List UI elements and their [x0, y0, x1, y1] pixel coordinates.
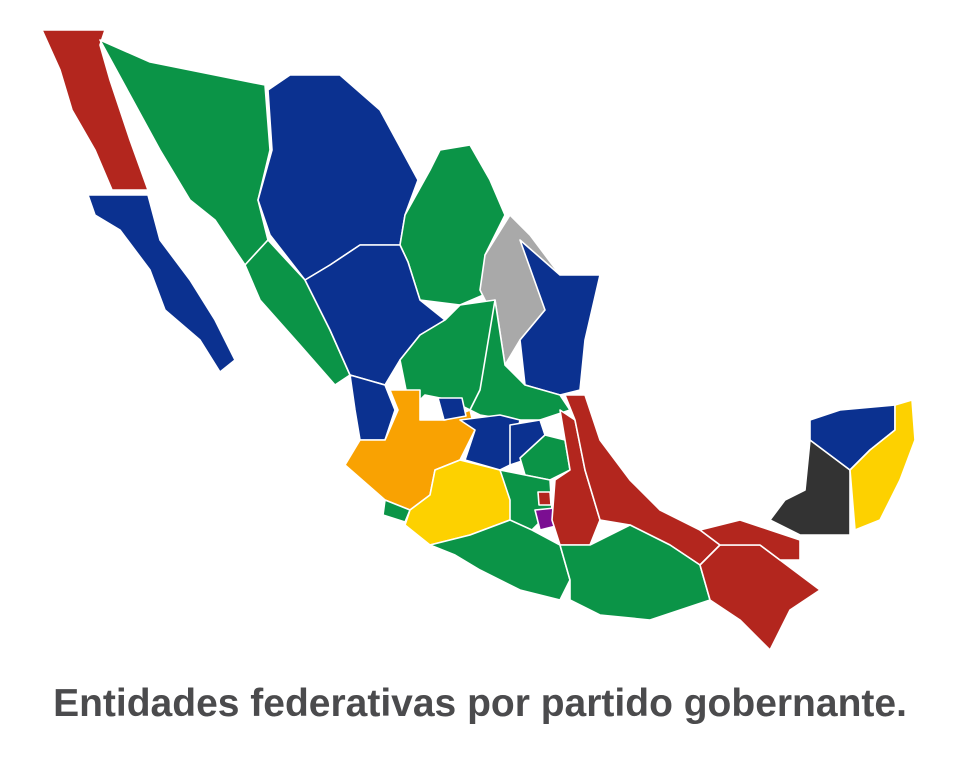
nayarit[interactable] — [349, 374, 396, 441]
quintana-roo[interactable] — [849, 399, 916, 531]
tabasco[interactable] — [699, 519, 801, 561]
baja-california-sur[interactable] — [87, 194, 236, 373]
tamaulipas[interactable] — [519, 239, 601, 396]
chiapas[interactable] — [699, 544, 821, 651]
guanajuato[interactable] — [459, 414, 521, 471]
campeche[interactable] — [769, 439, 851, 536]
mexico-map — [41, 29, 916, 651]
colima[interactable] — [382, 499, 411, 523]
map-caption: Entidades federativas por partido gobern… — [53, 682, 907, 725]
aguascalientes[interactable] — [437, 397, 467, 421]
ciudad-de-mexico[interactable] — [537, 491, 552, 506]
